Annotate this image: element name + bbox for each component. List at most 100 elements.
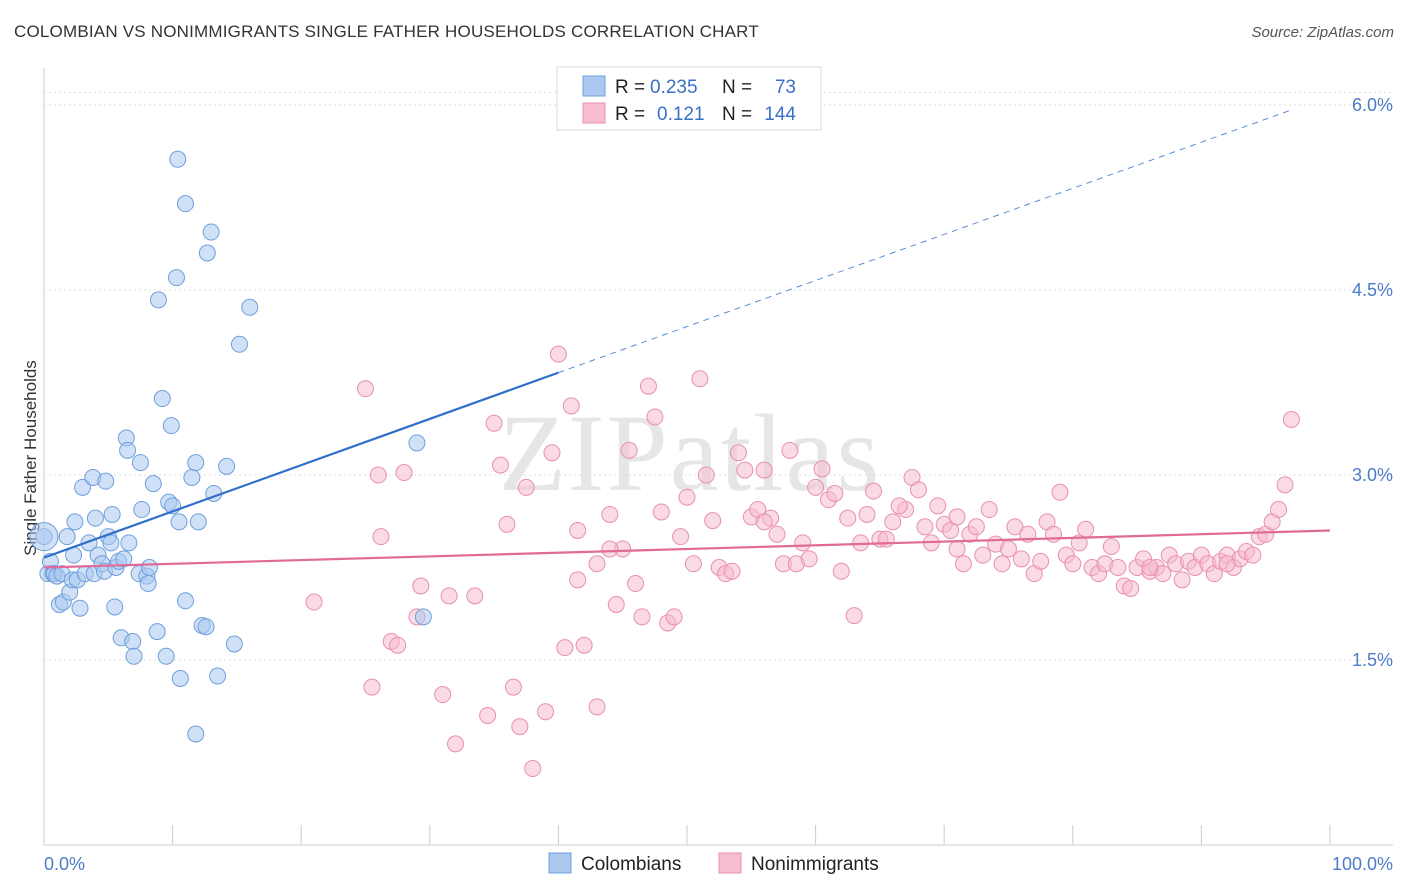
- nonimmigrants-point-22: [537, 703, 555, 721]
- y-tick-label-0: 1.5%: [1352, 650, 1393, 670]
- nonimmigrants-point-110: [1122, 579, 1140, 597]
- bottom-legend-label-colombians: Colombians: [581, 854, 681, 875]
- colombians-point-63: [225, 635, 243, 653]
- colombians-point-15: [71, 599, 89, 617]
- colombians-point-64: [230, 335, 248, 353]
- nonimmigrants-point-141: [948, 540, 966, 558]
- colombians-point-25: [97, 472, 115, 490]
- colombians-point-36: [120, 534, 138, 552]
- nonimmigrants-point-84: [954, 555, 972, 573]
- colombians-point-61: [209, 667, 227, 685]
- nonimmigrants-point-74: [884, 513, 902, 531]
- nonimmigrants-point-135: [1282, 411, 1300, 428]
- nonimmigrants-point-11: [440, 587, 458, 605]
- nonimmigrants-point-44: [684, 555, 702, 573]
- colombians-point-21: [86, 509, 104, 527]
- colombians-point-73: [408, 434, 426, 452]
- bottom-legend-swatch-colombians: [548, 852, 572, 874]
- colombians-point-57: [189, 513, 207, 531]
- colombians-point-40: [131, 454, 149, 472]
- nonimmigrants-point-46: [697, 466, 715, 484]
- legend-r-label-pink: R =: [615, 104, 645, 125]
- colombians-point-55: [183, 468, 201, 486]
- colombians-point-52: [170, 513, 188, 531]
- nonimmigrants-point-12: [447, 735, 465, 753]
- legend-r-value-pink: 0.121: [657, 104, 705, 125]
- nonimmigrants-point-3: [369, 466, 387, 484]
- nonimmigrants-point-31: [601, 505, 619, 523]
- nonimmigrants-point-14: [479, 707, 497, 724]
- colombians-trend-extension: [558, 109, 1292, 374]
- legend-n-label-blue: N =: [722, 77, 752, 98]
- nonimmigrants-point-39: [652, 503, 670, 521]
- colombians-point-38: [125, 647, 143, 665]
- x-tick-label-right: 100.0%: [1332, 854, 1393, 874]
- nonimmigrants-point-45: [691, 370, 709, 388]
- nonimmigrants-point-17: [498, 515, 516, 533]
- nonimmigrants-point-6: [389, 636, 407, 654]
- nonimmigrants-point-92: [1006, 518, 1024, 536]
- nonimmigrants-point-28: [575, 636, 593, 654]
- nonimmigrants-point-137: [800, 550, 818, 568]
- colombians-point-65: [167, 269, 185, 287]
- nonimmigrants-point-32: [607, 596, 625, 613]
- nonimmigrants-point-51: [729, 444, 747, 462]
- nonimmigrants-point-52: [736, 461, 754, 479]
- nonimmigrants-point-4: [372, 528, 390, 546]
- nonimmigrants-point-15: [485, 414, 503, 432]
- nonimmigrants-point-38: [646, 408, 664, 426]
- nonimmigrants-point-87: [974, 546, 992, 564]
- nonimmigrants-point-30: [588, 555, 606, 573]
- nonimmigrants-point-129: [1244, 546, 1262, 564]
- colombians-point-44: [140, 559, 158, 576]
- nonimmigrants-point-99: [1051, 483, 1069, 501]
- nonimmigrants-point-83: [948, 508, 966, 526]
- nonimmigrants-point-37: [639, 377, 657, 395]
- nonimmigrants-point-96: [1032, 552, 1050, 570]
- nonimmigrants-point-13: [466, 587, 484, 605]
- colombians-points: [29, 150, 432, 743]
- nonimmigrants-point-91: [1000, 540, 1017, 558]
- nonimmigrants-point-98: [1045, 525, 1063, 543]
- nonimmigrants-point-29: [588, 698, 606, 716]
- nonimmigrants-point-26: [562, 397, 580, 415]
- nonimmigrants-point-108: [1109, 559, 1127, 576]
- nonimmigrants-point-20: [517, 478, 535, 496]
- nonimmigrants-point-107: [1102, 538, 1120, 556]
- colombians-point-70: [241, 298, 259, 316]
- bottom-legend: Colombians Nonimmigrants: [548, 852, 879, 875]
- nonimmigrants-point-2: [363, 678, 381, 696]
- nonimmigrants-point-24: [549, 345, 567, 363]
- colombians-trend-line: [43, 371, 559, 559]
- colombians-point-53: [171, 670, 189, 687]
- legend-n-label-pink: N =: [722, 104, 752, 125]
- chart-title: COLOMBIAN VS NONIMMIGRANTS SINGLE FATHER…: [14, 22, 759, 41]
- y-tick-labels: 1.5% 3.0% 4.5% 6.0%: [1352, 95, 1393, 670]
- nonimmigrants-point-9: [412, 577, 430, 595]
- nonimmigrants-point-25: [556, 639, 574, 657]
- colombians-point-28: [103, 505, 121, 523]
- colombians-point-68: [202, 223, 220, 241]
- trend-lines: [43, 109, 1331, 569]
- nonimmigrants-point-118: [1173, 571, 1191, 589]
- colombians-point-35: [119, 441, 137, 459]
- nonimmigrants-point-19: [511, 718, 529, 736]
- nonimmigrants-point-140: [755, 513, 773, 531]
- colombians-point-9: [58, 528, 76, 546]
- nonimmigrants-point-65: [826, 485, 844, 502]
- nonimmigrants-point-18: [504, 678, 522, 696]
- colombians-point-71: [169, 150, 187, 168]
- legend-r-label-blue: R =: [615, 77, 645, 98]
- nonimmigrants-point-57: [768, 525, 786, 543]
- bottom-legend-swatch-nonimmigrants: [718, 852, 742, 874]
- nonimmigrants-point-134: [1276, 476, 1294, 494]
- colombians-point-33: [115, 550, 133, 568]
- nonimmigrants-point-0: [305, 593, 323, 611]
- colombians-point-56: [187, 454, 205, 472]
- nonimmigrants-point-133: [1270, 501, 1288, 519]
- y-tick-label-1: 3.0%: [1352, 465, 1393, 485]
- nonimmigrants-point-10: [434, 686, 452, 704]
- nonimmigrants-point-77: [909, 481, 927, 499]
- colombians-point-43: [139, 575, 157, 593]
- nonimmigrants-point-59: [781, 441, 799, 459]
